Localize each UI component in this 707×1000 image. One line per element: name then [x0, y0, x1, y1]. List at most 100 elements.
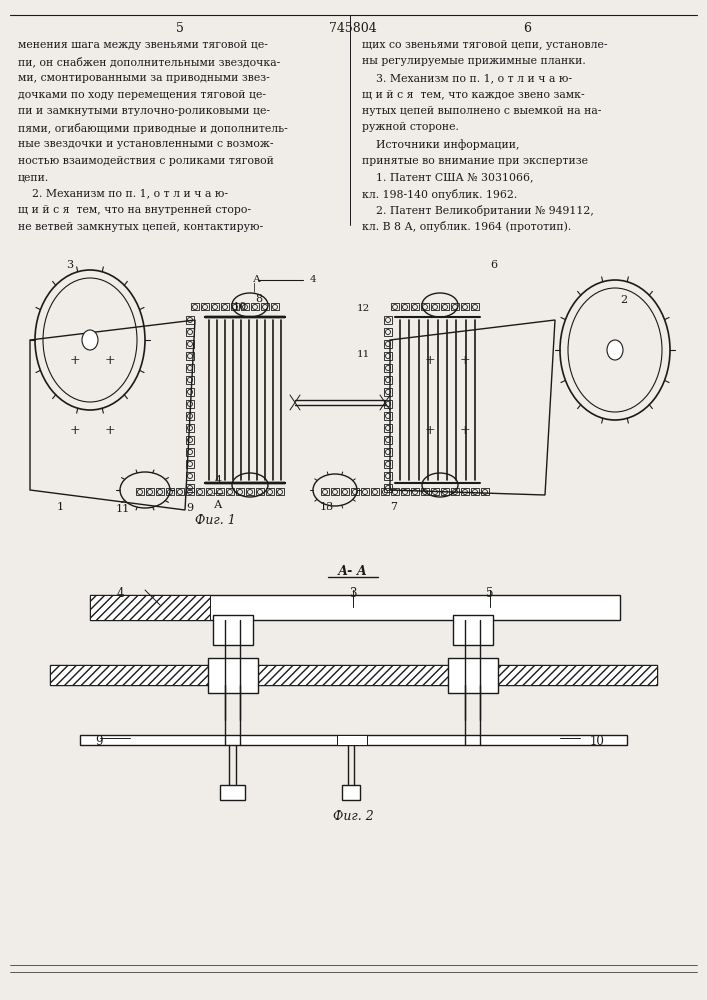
Text: +: + — [70, 354, 81, 366]
Bar — [384, 352, 392, 360]
Text: ружной стороне.: ружной стороне. — [362, 122, 459, 132]
Bar — [220, 785, 245, 800]
Bar — [391, 303, 399, 310]
Bar — [384, 340, 392, 348]
Text: 2. Механизм по п. 1, о т л и ч а ю-: 2. Механизм по п. 1, о т л и ч а ю- — [18, 188, 228, 198]
Bar — [186, 412, 194, 420]
Text: +: + — [425, 424, 436, 436]
Bar — [261, 303, 269, 310]
Text: А: А — [214, 500, 222, 510]
Text: +: + — [70, 424, 81, 436]
Bar — [156, 488, 164, 495]
Bar — [451, 488, 459, 495]
Bar — [186, 316, 194, 324]
Bar — [246, 488, 254, 495]
Bar — [80, 735, 627, 745]
Bar — [196, 488, 204, 495]
Bar — [186, 388, 194, 396]
Bar — [384, 484, 392, 492]
Text: щ и й с я  тем, что каждое звено замк-: щ и й с я тем, что каждое звено замк- — [362, 90, 585, 100]
Bar — [331, 488, 339, 495]
Bar — [421, 488, 429, 495]
Bar — [50, 665, 657, 685]
Bar — [251, 303, 259, 310]
Bar — [384, 472, 392, 480]
Text: нутых цепей выполнено с выемкой на на-: нутых цепей выполнено с выемкой на на- — [362, 106, 602, 116]
Bar — [50, 665, 657, 685]
Bar — [461, 488, 469, 495]
Text: ные звездочки и установленными с возмож-: ные звездочки и установленными с возмож- — [18, 139, 274, 149]
Bar — [384, 364, 392, 372]
Bar — [351, 488, 359, 495]
Text: принятые во внимание при экспертизе: принятые во внимание при экспертизе — [362, 155, 588, 165]
Text: щ и й с я  тем, что на внутренней сторо-: щ и й с я тем, что на внутренней сторо- — [18, 205, 251, 215]
Text: 2: 2 — [620, 295, 627, 305]
Text: 1: 1 — [57, 502, 64, 512]
Text: 5: 5 — [176, 22, 184, 35]
Text: 3: 3 — [66, 260, 73, 270]
Text: 3: 3 — [349, 587, 357, 600]
Bar — [207, 658, 257, 693]
Bar — [241, 303, 249, 310]
Bar — [186, 488, 194, 495]
Bar — [226, 488, 234, 495]
Bar — [384, 436, 392, 444]
Text: 6: 6 — [490, 260, 497, 270]
Text: щих со звеньями тяговой цепи, установле-: щих со звеньями тяговой цепи, установле- — [362, 40, 607, 50]
Text: не ветвей замкнутых цепей, контактирую-: не ветвей замкнутых цепей, контактирую- — [18, 222, 263, 232]
Ellipse shape — [82, 330, 98, 350]
Bar — [186, 424, 194, 432]
Bar — [384, 328, 392, 336]
Bar — [384, 460, 392, 468]
Text: 9: 9 — [95, 735, 103, 748]
Text: цепи.: цепи. — [18, 172, 49, 182]
Bar — [452, 615, 493, 645]
Bar — [341, 488, 349, 495]
Bar — [381, 488, 389, 495]
Text: +: + — [105, 354, 115, 366]
Bar — [361, 488, 369, 495]
Text: +: + — [460, 424, 470, 436]
Bar — [266, 488, 274, 495]
Bar — [384, 424, 392, 432]
Bar — [471, 488, 479, 495]
Text: 8: 8 — [255, 294, 262, 304]
Bar — [176, 488, 184, 495]
Text: Фиг. 1: Фиг. 1 — [194, 514, 235, 527]
Bar — [191, 303, 199, 310]
Bar — [186, 484, 194, 492]
Text: 1. Патент США № 3031066,: 1. Патент США № 3031066, — [362, 172, 534, 182]
Text: 10: 10 — [233, 302, 247, 312]
Bar — [371, 488, 379, 495]
Text: 5: 5 — [486, 587, 493, 600]
Bar — [146, 488, 154, 495]
Text: 3. Механизм по п. 1, о т л и ч а ю-: 3. Механизм по п. 1, о т л и ч а ю- — [362, 73, 572, 83]
Bar — [401, 488, 409, 495]
Bar — [384, 412, 392, 420]
Bar — [186, 352, 194, 360]
Text: ны регулируемые прижимные планки.: ны регулируемые прижимные планки. — [362, 56, 586, 66]
Text: пи, он снабжен дополнительными звездочка-: пи, он снабжен дополнительными звездочка… — [18, 56, 280, 67]
Bar — [256, 488, 264, 495]
Bar — [337, 735, 367, 745]
Bar — [186, 460, 194, 468]
Bar — [384, 376, 392, 384]
Text: 10: 10 — [590, 735, 605, 748]
Text: 13: 13 — [320, 502, 334, 512]
Text: +: + — [460, 354, 470, 366]
Text: 12: 12 — [357, 304, 370, 313]
Bar — [136, 488, 144, 495]
Bar — [431, 303, 439, 310]
Bar — [186, 364, 194, 372]
Text: ностью взаимодействия с роликами тяговой: ностью взаимодействия с роликами тяговой — [18, 155, 274, 165]
Text: А- А: А- А — [338, 565, 368, 578]
Bar — [231, 303, 239, 310]
Bar — [471, 303, 479, 310]
Bar — [441, 488, 449, 495]
Text: Фиг. 2: Фиг. 2 — [332, 810, 373, 823]
Text: пи и замкнутыми втулочно-роликовыми це-: пи и замкнутыми втулочно-роликовыми це- — [18, 106, 270, 116]
Text: 11: 11 — [357, 350, 370, 359]
Bar — [201, 303, 209, 310]
Bar — [441, 303, 449, 310]
Bar — [451, 303, 459, 310]
